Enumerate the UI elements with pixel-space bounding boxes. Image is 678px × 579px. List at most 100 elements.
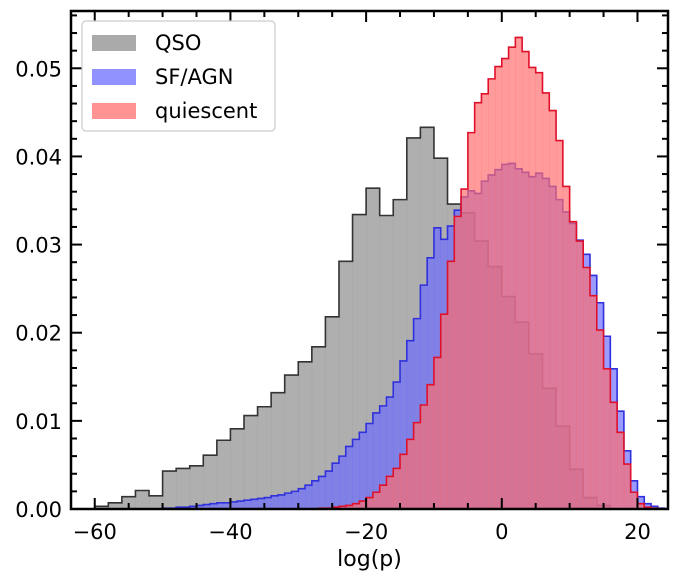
histogram-bar	[223, 502, 231, 509]
histogram-bar	[237, 501, 245, 509]
x-tick-label: −20	[344, 520, 388, 544]
histogram-bar	[603, 368, 611, 509]
histogram-bar	[406, 340, 414, 509]
legend-swatch	[92, 35, 136, 51]
histogram-bar	[311, 346, 326, 509]
histogram-bar	[427, 257, 435, 509]
legend-swatch	[92, 103, 136, 119]
histogram-bar	[420, 404, 428, 509]
histogram-bar	[277, 494, 285, 509]
histogram-bar	[230, 501, 238, 509]
histogram-bar	[366, 423, 374, 509]
histogram-bar	[162, 471, 177, 509]
histogram-bar	[589, 295, 598, 509]
histogram-bar	[332, 463, 340, 509]
histogram-bar	[386, 397, 394, 509]
histogram-bar	[549, 110, 557, 509]
legend-item: SF/AGN	[92, 65, 233, 89]
histogram-bar	[488, 78, 496, 510]
histogram-bar	[189, 465, 204, 509]
histogram-bar	[637, 496, 645, 509]
histogram-bar	[393, 382, 401, 509]
histogram-bar	[522, 51, 530, 509]
legend: QSO SF/AGN quiescent	[81, 20, 276, 132]
histogram-bar	[325, 316, 340, 509]
histogram-bar	[189, 506, 197, 509]
histogram-bar	[481, 93, 489, 510]
histogram-bar	[644, 503, 652, 509]
axis-ticks	[71, 11, 668, 510]
x-tick-label: 20	[624, 520, 651, 544]
histogram-bar	[427, 384, 435, 509]
histogram-bar	[542, 92, 550, 509]
histogram-bar	[433, 357, 442, 509]
histogram-bar	[210, 503, 218, 509]
histogram-bar	[230, 428, 245, 509]
histogram-bar	[617, 432, 625, 509]
histogram-bar	[305, 485, 313, 509]
histogram-bars	[93, 36, 666, 510]
histogram-bar	[467, 132, 475, 510]
histogram-bar	[406, 439, 414, 509]
histogram-bar	[596, 330, 604, 509]
y-tick-label: 0.00	[15, 498, 62, 522]
histogram-bar	[243, 415, 258, 509]
series-quiescent	[94, 36, 665, 510]
histogram-bar	[291, 491, 299, 509]
histogram-bar	[413, 422, 421, 509]
histogram-bar	[216, 502, 224, 509]
histogram-bar	[338, 456, 347, 509]
histogram-bar	[393, 468, 401, 509]
y-tick-label: 0.04	[15, 145, 62, 169]
histogram-bar	[94, 506, 109, 509]
histogram-bar	[250, 499, 258, 509]
x-tick-label: −60	[73, 520, 117, 544]
histogram-bar	[325, 471, 333, 509]
legend-label: SF/AGN	[155, 65, 233, 89]
histogram-bar	[495, 66, 503, 509]
y-tick-label: 0.02	[15, 322, 62, 346]
histogram-bar	[284, 493, 292, 509]
histogram-bar	[345, 505, 353, 509]
histogram-bar	[372, 492, 380, 509]
histogram-bar	[359, 432, 367, 509]
histogram-bar	[386, 476, 394, 509]
histogram-bar	[501, 58, 509, 509]
histogram-bar	[271, 392, 285, 509]
histogram-bar	[461, 189, 469, 509]
histogram-bar	[556, 140, 564, 509]
histogram-bar	[454, 216, 462, 509]
legend-label: quiescent	[155, 99, 257, 123]
legend-item: QSO	[92, 31, 201, 55]
histogram-bar	[379, 485, 387, 509]
histogram-bar	[203, 455, 218, 509]
histogram-bar	[196, 505, 204, 509]
y-tick-label: 0.03	[15, 234, 62, 258]
histogram-bar	[271, 495, 279, 509]
histogram-bar	[345, 446, 353, 509]
histogram-bar	[298, 488, 306, 509]
histogram-bar	[135, 490, 150, 509]
histogram-bar	[359, 501, 367, 509]
legend-swatch	[92, 69, 136, 85]
histogram-bar	[400, 360, 408, 509]
histogram-bar	[298, 361, 313, 509]
histogram-bar	[440, 314, 448, 509]
histogram-bar	[121, 496, 136, 509]
histogram-bar	[528, 67, 537, 510]
histogram-bar	[108, 502, 123, 509]
histogram-bar	[413, 318, 421, 509]
legend-item: quiescent	[92, 99, 257, 123]
histogram-bar	[508, 47, 516, 509]
histogram-bar	[379, 405, 387, 509]
plot-frame	[69, 9, 670, 511]
tick-labels: −60 −40 −20 0 20 0.00 0.01 0.02 0.03 0.04 0.05	[15, 57, 651, 544]
histogram-bar	[216, 440, 231, 509]
histogram-bar	[562, 186, 570, 509]
histogram-bar	[284, 375, 299, 509]
y-tick-label: 0.05	[15, 57, 62, 81]
histogram-bar	[569, 221, 577, 510]
histogram-bar	[176, 468, 191, 509]
y-tick-label: 0.01	[15, 410, 62, 434]
